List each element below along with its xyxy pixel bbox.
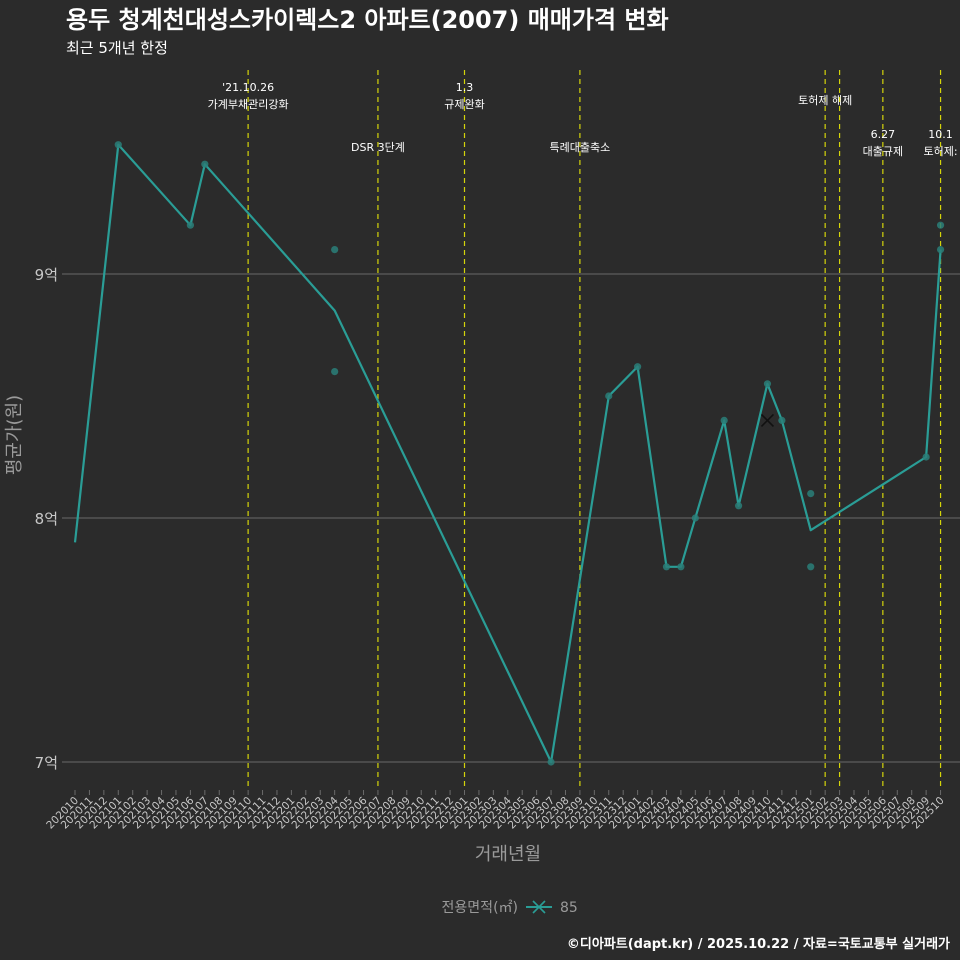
gridlines <box>66 273 960 763</box>
data-point <box>331 368 339 376</box>
y-tick-label: 7억 <box>35 754 58 772</box>
legend: 전용면적(㎡) 85 <box>442 900 578 916</box>
event-label: 1.3 <box>456 81 474 94</box>
y-axis-label: 평균가(원) <box>4 395 25 475</box>
data-point <box>677 563 685 571</box>
event-label: 가계부채관리강화 <box>208 98 289 111</box>
event-label: 6.27 <box>871 128 896 141</box>
data-point <box>936 221 945 229</box>
x-axis-ticks: 2020102020112020122021012021022021032021… <box>44 790 947 831</box>
data-point <box>691 514 699 522</box>
series-85 <box>73 141 945 766</box>
x-axis-label: 거래년월 <box>475 844 541 865</box>
data-point <box>807 490 815 498</box>
event-label: '21.10.26 <box>222 81 274 94</box>
event-label: DSR 3단계 <box>351 141 405 154</box>
series-line <box>73 143 942 764</box>
data-point <box>114 141 122 149</box>
cross-marker <box>760 413 775 427</box>
data-point <box>331 246 339 254</box>
data-point <box>936 246 945 254</box>
data-point <box>778 416 786 424</box>
chart-subtitle: 최근 5개년 한정 <box>66 39 168 57</box>
data-point <box>605 392 613 400</box>
data-point <box>922 453 930 461</box>
event-label: 토허제 해제 <box>798 93 852 107</box>
event-label: 대출규제 <box>863 145 903 158</box>
y-tick-label: 9억 <box>35 266 58 284</box>
event-label: 특례대출축소 <box>550 141 611 154</box>
y-tick-label: 8억 <box>35 510 58 528</box>
event-label: 규제완화 <box>444 98 484 111</box>
data-point <box>807 563 815 571</box>
data-point <box>734 502 743 510</box>
data-point <box>186 221 195 229</box>
data-point <box>201 160 209 168</box>
data-point <box>547 758 555 766</box>
legend-item-85: 85 <box>560 900 578 916</box>
data-point <box>634 363 642 371</box>
data-point <box>720 416 728 424</box>
legend-key-cross-icon <box>532 900 546 914</box>
caption: ©디아파트(dapt.kr) / 2025.10.22 / 자료=국토교통부 실… <box>567 936 950 952</box>
data-point <box>662 563 671 571</box>
event-label: 토허제: <box>924 145 958 158</box>
chart-title: 용두 청계천대성스카이렉스2 아파트(2007) 매매가격 변화 <box>66 6 669 34</box>
data-point <box>763 380 772 388</box>
y-axis-ticks: 7억 8억 9억 <box>35 266 66 772</box>
legend-title: 전용면적(㎡) <box>442 900 518 916</box>
event-label: 10.1 <box>928 128 953 141</box>
